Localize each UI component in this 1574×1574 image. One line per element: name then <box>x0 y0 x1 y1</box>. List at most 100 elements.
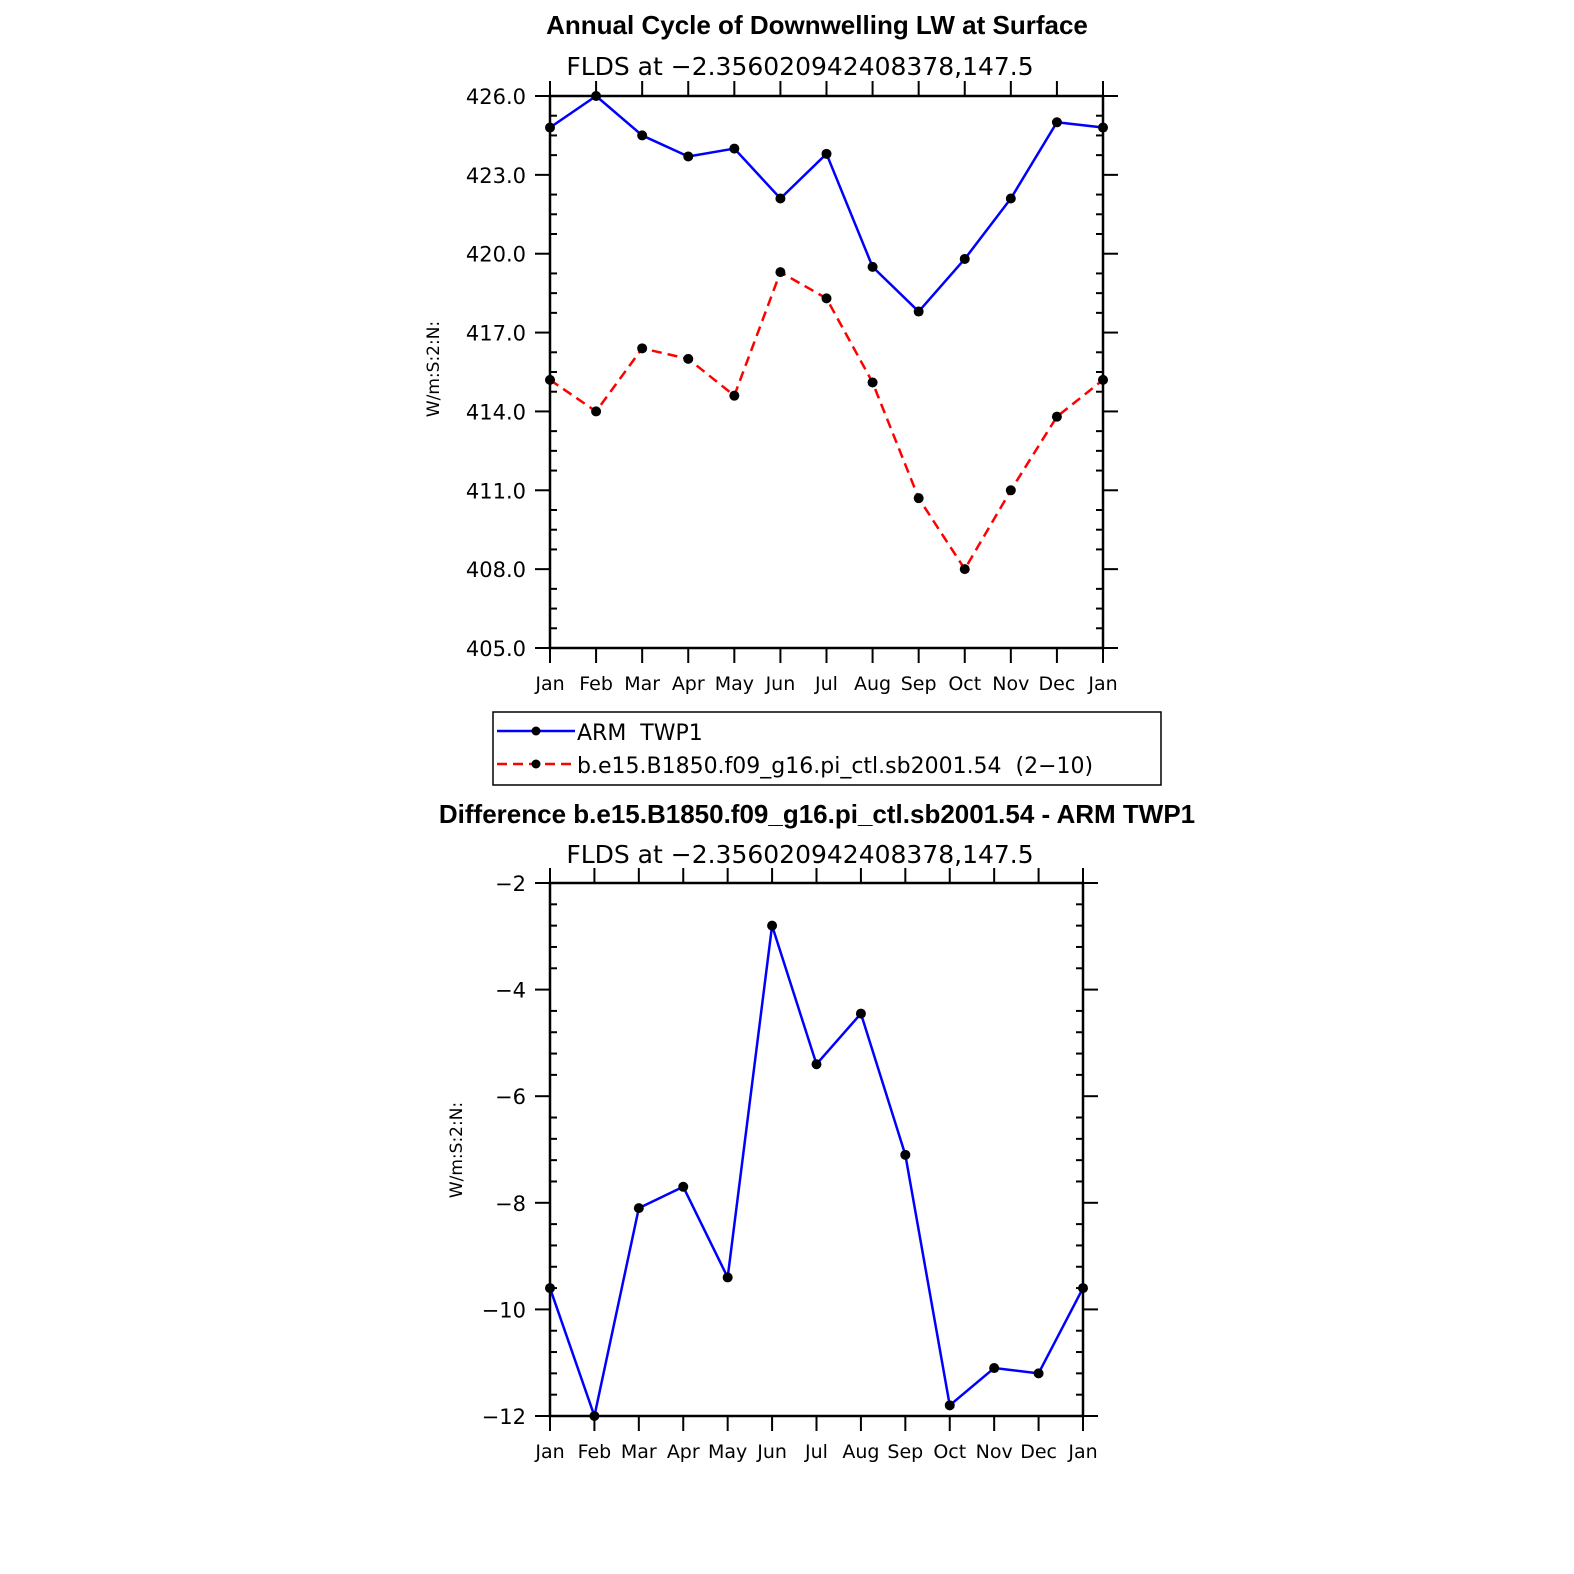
x-tick-label: Oct <box>948 673 981 695</box>
data-point <box>989 1363 1000 1374</box>
data-point <box>821 293 832 304</box>
x-tick-label: Feb <box>579 673 613 695</box>
y-tick-label: −6 <box>495 1085 526 1109</box>
data-point <box>821 148 832 159</box>
x-tick-label: Oct <box>933 1441 966 1463</box>
x-tick-label: Jan <box>534 1441 564 1463</box>
x-tick-label: Jan <box>1067 1441 1097 1463</box>
x-tick-label: May <box>715 673 754 695</box>
data-point <box>545 374 555 385</box>
x-tick-label: Jul <box>814 673 838 695</box>
axis-ticks <box>535 81 1118 663</box>
data-point <box>867 377 878 388</box>
data-point <box>855 1008 866 1019</box>
axis-ticks <box>535 868 1098 1431</box>
legend-label-arm: ARM TWP1 <box>577 721 703 746</box>
data-point <box>729 390 740 401</box>
y-tick-labels: −12 −10 −8 −6 −4 −2 <box>482 872 526 1429</box>
annual-cycle-panel: Annual Cycle of Downwelling LW at Surfac… <box>424 10 1118 695</box>
data-point <box>913 493 924 504</box>
legend-marker-model <box>531 759 541 769</box>
data-point <box>867 261 878 272</box>
legend-label-model: b.e15.B1850.f09_g16.pi_ctl.sb2001.54 (2−… <box>577 754 1093 779</box>
x-tick-label: May <box>708 1441 747 1463</box>
legend-marker-arm <box>531 726 541 736</box>
x-tick-label: Jan <box>1087 673 1117 695</box>
chart-title: Annual Cycle of Downwelling LW at Surfac… <box>546 10 1088 40</box>
data-point <box>591 406 602 417</box>
data-point <box>1051 411 1062 422</box>
y-tick-label: 414.0 <box>466 400 526 424</box>
x-tick-label: Nov <box>992 673 1029 695</box>
data-point <box>1033 1368 1044 1379</box>
x-tick-label: Mar <box>624 673 660 695</box>
data-point <box>775 267 786 278</box>
y-tick-label: −8 <box>495 1192 526 1216</box>
y-tick-label: 417.0 <box>466 322 526 346</box>
data-point <box>811 1059 822 1070</box>
data-point <box>637 343 648 354</box>
data-point <box>1005 485 1016 496</box>
series-points <box>545 920 1088 1421</box>
data-point <box>913 306 924 317</box>
data-point <box>900 1149 911 1160</box>
chart-title: Difference b.e15.B1850.f09_g16.pi_ctl.sb… <box>439 799 1195 829</box>
data-point <box>545 1283 555 1294</box>
y-tick-label: −4 <box>495 979 526 1003</box>
x-tick-label: Jan <box>534 673 564 695</box>
y-axis-label: W/m:S:2:N: <box>424 321 444 417</box>
y-tick-label: 420.0 <box>466 243 526 267</box>
data-point <box>775 193 786 204</box>
x-tick-label: Sep <box>901 673 937 695</box>
difference-panel: Difference b.e15.B1850.f09_g16.pi_ctl.sb… <box>439 799 1195 1463</box>
y-tick-label: 423.0 <box>466 164 526 188</box>
x-tick-label: Jun <box>756 1441 787 1463</box>
data-point <box>678 1181 689 1192</box>
data-point <box>633 1203 644 1214</box>
x-tick-label: Mar <box>621 1441 657 1463</box>
data-point <box>1051 117 1062 128</box>
x-tick-label: Sep <box>887 1441 923 1463</box>
y-tick-label: −2 <box>495 872 526 896</box>
x-tick-label: Jun <box>765 673 796 695</box>
data-point <box>683 151 694 162</box>
data-point <box>767 920 778 931</box>
series-line <box>548 924 1085 1418</box>
x-tick-label: Aug <box>842 1441 879 1463</box>
data-point <box>545 122 555 133</box>
data-point <box>1098 374 1108 385</box>
y-tick-label: 426.0 <box>466 85 526 109</box>
series-lines <box>549 94 1104 571</box>
data-point <box>959 253 970 264</box>
x-tick-label: Nov <box>976 1441 1013 1463</box>
y-axis-label: W/m:S:2:N: <box>447 1102 467 1198</box>
legend: ARM TWP1 b.e15.B1850.f09_g16.pi_ctl.sb20… <box>492 711 1162 786</box>
data-point <box>591 91 602 101</box>
data-point <box>1098 122 1108 133</box>
data-point <box>637 130 648 141</box>
plot-frame <box>548 881 1085 1418</box>
x-tick-label: Dec <box>1039 673 1076 695</box>
x-tick-labels: Jan Feb Mar Apr May Jun Jul Aug Sep Oct Nov Dec Jan <box>534 1441 1097 1463</box>
x-tick-label: Aug <box>854 673 891 695</box>
x-tick-label: Apr <box>672 673 705 695</box>
series-line <box>549 94 1104 313</box>
y-tick-label: 408.0 <box>466 558 526 582</box>
y-tick-label: 411.0 <box>466 479 526 503</box>
data-point <box>722 1272 733 1283</box>
y-tick-labels: 405.0 408.0 411.0 414.0 417.0 420.0 423.0 426.0 <box>466 85 526 661</box>
data-point <box>683 353 694 364</box>
data-point <box>1078 1283 1088 1294</box>
x-tick-label: Dec <box>1020 1441 1057 1463</box>
legend-box <box>492 711 1162 786</box>
plot-frame <box>548 94 1105 650</box>
x-tick-label: Apr <box>667 1441 700 1463</box>
chart-subtitle: FLDS at −2.356020942408378,147.5 <box>566 840 1033 869</box>
data-point <box>1005 193 1016 204</box>
series-lines <box>548 924 1085 1418</box>
x-tick-labels: Jan Feb Mar Apr May Jun Jul Aug Sep Oct Nov Dec Jan <box>534 673 1117 695</box>
series-line <box>549 270 1104 571</box>
x-tick-label: Feb <box>578 1441 612 1463</box>
y-tick-label: −10 <box>482 1298 526 1322</box>
